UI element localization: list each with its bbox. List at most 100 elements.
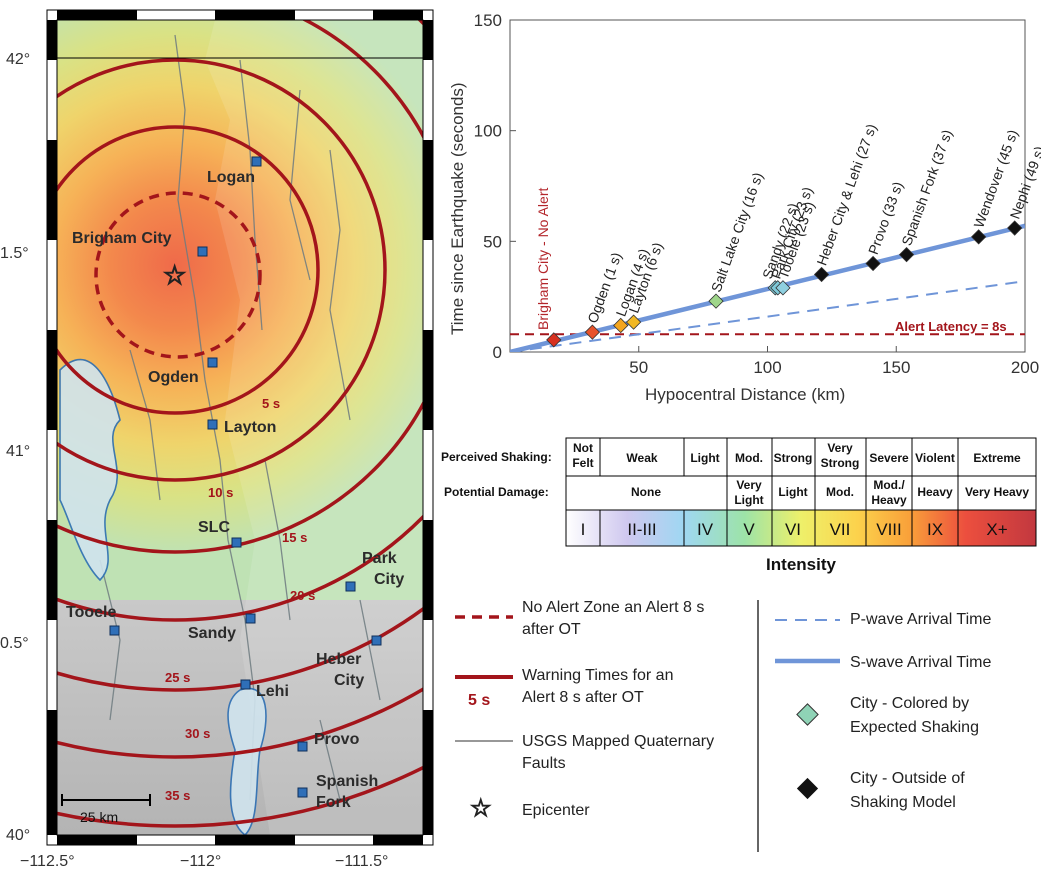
map-frame <box>46 9 434 846</box>
damage-cell-part: Very <box>736 478 762 492</box>
city-label: Tooele <box>66 604 116 621</box>
city-label: Provo <box>314 731 360 748</box>
intensity-table: Perceived Shaking: Potential Damage: Not… <box>441 437 1037 574</box>
shaking-cell-part: Felt <box>572 456 593 470</box>
row-label: Potential Damage: <box>444 485 549 499</box>
city-point <box>625 314 642 330</box>
city-label: Lehi <box>256 683 289 700</box>
ring-label: 20 s <box>290 588 315 603</box>
legend-faults-part: Faults <box>522 755 566 772</box>
lat-label: 41° <box>6 443 30 460</box>
warning-rings <box>57 20 423 828</box>
legend-city-outside-part: Shaking Model <box>850 794 956 811</box>
legend-city-outside-part: City - Outside of <box>850 770 965 787</box>
x-tick-label: 150 <box>882 358 910 377</box>
city-marker <box>297 787 308 798</box>
intensity-level: X+ <box>986 520 1007 539</box>
x-tick-label: 100 <box>753 358 781 377</box>
lon-label: −112.5° <box>20 853 75 870</box>
lat-label: 42° <box>6 51 30 68</box>
intensity-level: VIII <box>876 520 902 539</box>
ring-label: 10 s <box>208 485 233 500</box>
city-point <box>775 280 791 296</box>
city-marker <box>297 741 308 752</box>
city-label-part: Fork <box>316 794 351 811</box>
legend-p-wave: P-wave Arrival Time <box>850 611 991 628</box>
city-marker <box>207 419 218 430</box>
city-point <box>546 332 562 348</box>
city-label: Logan <box>207 169 255 186</box>
p-wave-line <box>510 280 1025 352</box>
intensity-level: II-III <box>627 520 656 539</box>
city-label: Brigham City <box>72 230 172 247</box>
city-point <box>584 324 601 340</box>
scale-bar-label: 25 km <box>80 809 118 825</box>
city-point <box>708 293 724 309</box>
damage-cell: Light <box>778 485 807 499</box>
city-point <box>865 255 881 272</box>
shaking-cell: Extreme <box>973 451 1021 465</box>
city-marker <box>371 635 382 646</box>
chart-ticks: 0 50 100 150 50 100 150 200 <box>474 11 1040 377</box>
shaking-cell: Light <box>690 451 719 465</box>
shaking-cell: Not Felt <box>572 441 593 470</box>
city-marker <box>197 246 208 257</box>
city-marker <box>109 625 120 636</box>
city-point <box>813 266 830 283</box>
intensity-level: VII <box>830 520 851 539</box>
shaking-cell-part: Not <box>573 441 593 455</box>
city-label: SLC <box>198 519 230 536</box>
city-label: Layton <box>224 419 276 436</box>
city-label: Ogden <box>148 369 199 386</box>
no-alert-zone <box>94 191 262 359</box>
epicenter-star: ☆ <box>163 261 186 291</box>
lon-label: −111.5° <box>335 853 388 870</box>
shaking-cell-part: Strong <box>821 456 860 470</box>
legend-city-colored: City - Colored by Expected Shaking <box>850 695 979 736</box>
legend: No Alert Zone an Alert 8 s after OT 5 s W… <box>455 599 991 852</box>
intensity-level: V <box>743 520 755 539</box>
shaking-cell-part: Very <box>827 441 853 455</box>
legend-diamond-colored-icon <box>796 703 819 726</box>
lon-label: −112° <box>180 853 221 870</box>
x-tick-label: 50 <box>629 358 648 377</box>
lat-label: 0.5° <box>0 635 29 652</box>
y-tick-label: 50 <box>483 232 502 251</box>
city-label: Park City <box>362 550 404 588</box>
damage-cell-part: Heavy <box>871 493 907 507</box>
legend-warning-sample: 5 s <box>468 692 490 709</box>
damage-cell: Mod./Heavy <box>871 478 907 507</box>
legend-no-alert: No Alert Zone an Alert 8 s after OT <box>522 599 704 638</box>
city-marker <box>245 613 256 624</box>
legend-diamond-black-icon <box>796 777 819 800</box>
city-marker <box>207 357 218 368</box>
intensity-level: IV <box>697 520 714 539</box>
damage-cell: Very Light <box>734 478 763 507</box>
damage-cell: None <box>631 485 661 499</box>
legend-city-colored-part: City - Colored by <box>850 695 969 712</box>
damage-cell: Heavy <box>917 485 953 499</box>
row-label: Perceived Shaking: <box>441 450 552 464</box>
legend-faults: USGS Mapped Quaternary Faults <box>522 733 714 772</box>
city-label: Heber City <box>316 651 366 689</box>
city-point <box>971 229 987 245</box>
legend-city-colored-part: Expected Shaking <box>850 719 979 736</box>
intensity-title: Intensity <box>766 555 836 574</box>
ring-label: 15 s <box>282 530 307 545</box>
city-label-part: City <box>374 571 404 588</box>
y-axis-title: Time since Earthquake (seconds) <box>448 82 467 335</box>
damage-cell: Mod. <box>826 485 854 499</box>
ring-label: 30 s <box>185 726 210 741</box>
damage-cell: Very Heavy <box>965 485 1029 499</box>
shaking-cell: Violent <box>915 451 955 465</box>
y-tick-label: 150 <box>474 11 502 30</box>
legend-no-alert-part: after OT <box>522 621 581 638</box>
city-marker <box>231 537 242 548</box>
legend-faults-part: USGS Mapped Quaternary <box>522 733 714 750</box>
city-point <box>1007 220 1023 236</box>
map-panel: 42° 1.5° 41° 0.5° 40° −112.5° −112° −111… <box>0 9 434 870</box>
city-point <box>898 246 915 263</box>
intensity-level: I <box>581 520 586 539</box>
